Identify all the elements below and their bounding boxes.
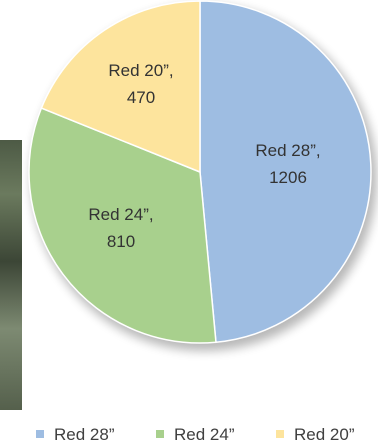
legend-swatch (36, 430, 44, 438)
data-label-category: Red 20”, (108, 61, 173, 80)
legend-item-2: Red 24” (156, 425, 235, 444)
pie-slice-3 (40, 0, 201, 174)
data-label-2: Red 24”, 810 (88, 205, 153, 251)
legend-swatch (276, 430, 284, 438)
pie-slices (28, 0, 372, 344)
data-label-value: 470 (127, 88, 155, 107)
legend-item-3: Red 20” (276, 425, 355, 444)
data-label-category: Red 28”, (255, 141, 320, 160)
data-label-category: Red 24”, (88, 205, 153, 224)
legend-label: Red 28” (54, 425, 115, 444)
legend-item-1: Red 28” (36, 425, 115, 444)
data-label-value: 1206 (269, 168, 307, 187)
data-label-3: Red 20”, 470 (108, 61, 173, 107)
pie-slice-2 (28, 107, 217, 344)
pie-slice-1 (199, 0, 372, 344)
chart-legend: Red 28” Red 24” Red 20” (36, 425, 355, 444)
background-photo-strip (0, 140, 22, 410)
legend-label: Red 24” (174, 425, 235, 444)
data-label-1: Red 28”, 1206 (255, 141, 320, 187)
legend-label: Red 20” (294, 425, 355, 444)
legend-swatch (156, 430, 164, 438)
pie-data-labels: Red 28”, 1206 Red 24”, 810 Red 20”, 470 (88, 61, 320, 251)
data-label-value: 810 (107, 232, 135, 251)
